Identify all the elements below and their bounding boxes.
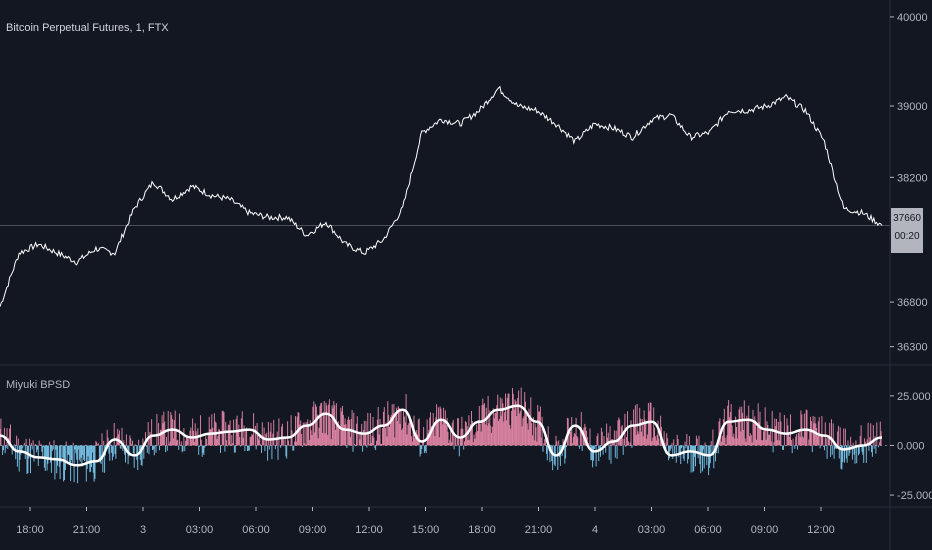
countdown-label: 00:20 [894,231,920,242]
time-tick-label: 12:00 [807,524,835,536]
time-tick-label: 06:00 [242,524,270,536]
price-tick-label: 39000 [897,101,928,113]
current-price-label: 37660 [893,213,921,224]
signal-line [0,404,883,467]
time-tick-label: 09:00 [751,524,779,536]
time-tick-label: 15:00 [412,524,440,536]
price-tick-label: 38200 [897,172,928,184]
current-price-tag: 37660 00:20 [891,208,923,253]
time-tick-label: 21:00 [525,524,553,536]
time-tick-label: 18:00 [16,524,44,536]
price-tick-label: 36800 [897,297,928,309]
time-tick-label: 21:00 [73,524,101,536]
indicator-tick-label: -25.000 [897,490,932,502]
price-series-line [0,85,883,307]
time-tick-label: 03:00 [186,524,214,536]
time-tick-label: 03:00 [638,524,666,536]
indicator-tick-label: 0.000 [897,440,925,452]
indicator-tick-label: 25.000 [897,391,931,403]
price-tick-label: 40000 [897,12,928,24]
indicator-title: Miyuki BPSD [6,379,71,391]
time-tick-label: 12:00 [355,524,383,536]
time-tick-label: 3 [140,524,146,536]
time-tick-label: 09:00 [299,524,327,536]
time-tick-label: 06:00 [694,524,722,536]
time-tick-label: 4 [592,524,598,536]
price-tick-label: 36300 [897,342,928,354]
main-chart-title: Bitcoin Perpetual Futures, 1, FTX [6,22,169,34]
time-tick-label: 18:00 [468,524,496,536]
